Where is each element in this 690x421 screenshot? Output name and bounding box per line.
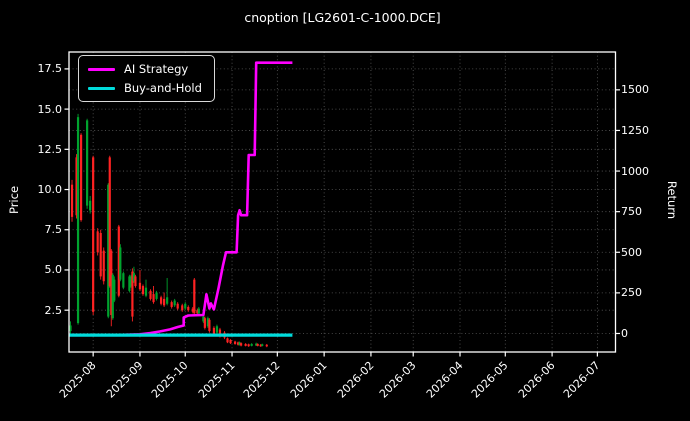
candle-body: [218, 329, 222, 336]
candle-body: [111, 274, 114, 319]
candle-body: [203, 318, 206, 328]
buy-and-hold-line-swatch: [88, 86, 115, 90]
candle-body: [170, 302, 173, 307]
candle-body: [119, 247, 122, 280]
candle-body: [75, 157, 78, 216]
candle-body: [122, 273, 125, 288]
legend: AI Strategy Buy-and-Hold: [78, 55, 215, 102]
candle-body: [144, 287, 148, 296]
candle-body: [69, 325, 72, 332]
candle-body: [102, 250, 105, 282]
candle-body: [110, 250, 113, 316]
return-tick-label: 500: [621, 245, 642, 259]
return-tick-label: 250: [621, 286, 642, 300]
candle-body: [141, 286, 145, 295]
candle-body: [206, 318, 209, 327]
price-tick-label: 17.5: [37, 62, 63, 76]
candle-body: [244, 343, 247, 346]
price-tick-label: 7.5: [44, 223, 63, 237]
candle-body: [155, 292, 158, 299]
candle-body: [159, 297, 163, 304]
candle-body: [108, 157, 111, 287]
candle-body: [89, 200, 92, 211]
candle-body: [181, 305, 184, 311]
chart-title: cnoption [LG2601-C-1000.DCE]: [244, 10, 441, 25]
ai-strategy-line-swatch: [88, 67, 115, 71]
candle-body: [166, 297, 169, 304]
candle-body: [152, 294, 155, 303]
candle-body: [117, 226, 120, 296]
candle-body: [138, 282, 142, 290]
candle-body: [256, 343, 259, 346]
candle-body: [226, 338, 229, 343]
return-tick-label: 1250: [621, 123, 649, 137]
candle-body: [247, 344, 250, 347]
price-tick-label: 5.0: [44, 263, 63, 277]
candle-body: [129, 276, 132, 287]
candle-body: [229, 339, 232, 344]
return-tick-label: 0: [621, 326, 628, 340]
price-tick-label: 2.5: [44, 303, 63, 317]
axes-spines: [68, 51, 617, 353]
candle-body: [196, 310, 199, 314]
candle-body: [197, 308, 200, 314]
candle-body: [233, 341, 237, 344]
candle-body: [132, 273, 136, 282]
price-tick-label: 12.5: [37, 142, 63, 156]
candle-body: [176, 303, 179, 309]
candle-body: [131, 271, 134, 317]
candle-body: [215, 326, 219, 333]
candle-body: [250, 343, 253, 346]
candle-body: [255, 343, 258, 346]
candle-body: [99, 232, 102, 277]
return-tick-label: 1500: [621, 83, 649, 97]
candle-body: [202, 316, 205, 322]
candle-body: [86, 120, 89, 206]
candle-body: [113, 279, 116, 301]
legend-label: AI Strategy: [124, 62, 189, 76]
candle-body: [187, 306, 190, 311]
return-tick-label: 750: [621, 205, 642, 219]
legend-item-ai-strategy: AI Strategy: [88, 62, 202, 76]
candle-body: [76, 117, 80, 324]
candle-body: [236, 342, 240, 345]
candle-body: [107, 184, 110, 317]
candle-body: [134, 276, 137, 287]
price-tick-label: 10.0: [37, 183, 63, 197]
candle-body: [92, 157, 95, 312]
candle-body: [128, 276, 131, 291]
series-line-ai-strategy: [69, 61, 293, 337]
candle-body: [184, 303, 187, 309]
candle-body: [79, 134, 83, 221]
return-tick-label: 1000: [621, 164, 649, 178]
candle-body: [240, 343, 243, 346]
candle-body: [96, 231, 99, 253]
candle-body: [173, 300, 176, 306]
candle-body: [212, 327, 216, 335]
candle-body: [238, 342, 241, 345]
candle-body: [259, 344, 262, 347]
candle-body: [191, 308, 194, 312]
legend-label: Buy-and-Hold: [124, 81, 202, 95]
candle-body: [70, 184, 74, 217]
candle-body: [261, 344, 264, 346]
candle-body: [163, 298, 166, 306]
candle-body: [208, 319, 211, 332]
candle-body: [149, 290, 152, 299]
candle-body: [265, 344, 268, 347]
candle-body: [193, 279, 196, 314]
price-tick-label: 15.0: [37, 102, 63, 116]
legend-item-buy-and-hold: Buy-and-Hold: [88, 81, 202, 95]
